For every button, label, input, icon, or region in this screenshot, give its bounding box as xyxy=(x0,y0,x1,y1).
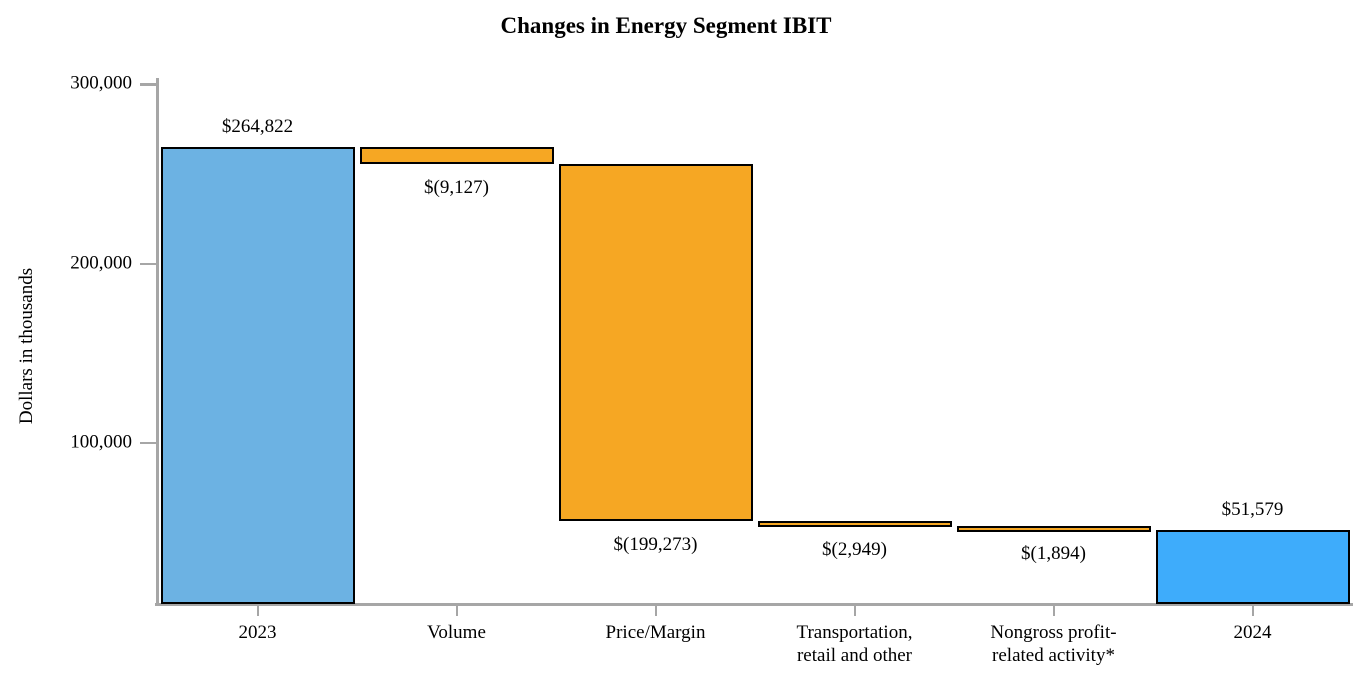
bar-transportation-retail-and-other xyxy=(757,520,952,527)
x-axis-category-label-volume: Volume xyxy=(347,621,567,644)
y-tick xyxy=(140,262,158,266)
bar-value-label-nongross-profit-related-activity: $(1,894) xyxy=(1021,542,1086,564)
x-tick-price-margin xyxy=(654,604,657,616)
bar-value-label-2024: $51,579 xyxy=(1221,498,1284,520)
x-axis-category-line: 2024 xyxy=(1233,622,1272,643)
y-tick-label: 300,000 xyxy=(70,73,132,95)
bar-price-margin xyxy=(558,163,753,521)
x-axis-category-label-nongross-profit-related-activity: Nongross profit-related activity* xyxy=(944,621,1164,667)
y-tick-label: 200,000 xyxy=(70,252,132,274)
bar-value-label-volume: $(9,127) xyxy=(424,176,489,198)
x-axis-category-line: Nongross profit- xyxy=(990,622,1117,643)
bar-2024 xyxy=(1155,529,1350,604)
x-tick-2024 xyxy=(1251,604,1254,616)
x-axis-category-label-2023: 2023 xyxy=(148,621,368,644)
bar-value-label-2023: $264,822 xyxy=(221,116,294,138)
x-tick-nongross-profit-related-activity xyxy=(1052,604,1055,616)
x-axis-line xyxy=(155,603,1353,606)
x-axis-category-line: Transportation, xyxy=(796,622,913,643)
y-tick-label: 100,000 xyxy=(70,431,132,453)
y-axis-line xyxy=(156,78,159,606)
y-tick xyxy=(140,441,158,445)
x-axis-category-label-transportation-retail-and-other: Transportation, retail and other xyxy=(745,621,965,667)
bar-value-label-price-margin: $(199,273) xyxy=(613,533,698,555)
x-axis-category-line: 2023 xyxy=(238,622,277,643)
x-axis-category-line: retail and other xyxy=(796,645,912,667)
x-axis-category-label-2024: 2024 xyxy=(1143,621,1363,644)
bar-value-label-transportation-retail-and-other: $(2,949) xyxy=(822,539,887,561)
x-axis-category-line: Volume xyxy=(427,622,486,643)
bar-2023 xyxy=(160,147,355,604)
bar-volume xyxy=(359,147,554,164)
x-tick-transportation-retail-and-other xyxy=(853,604,856,616)
y-tick xyxy=(140,83,158,86)
x-tick-volume xyxy=(455,604,458,616)
chart-title: Changes in Energy Segment IBIT xyxy=(500,13,832,38)
x-axis-category-label-price-margin: Price/Margin xyxy=(546,621,766,644)
x-axis-category-line: Price/Margin xyxy=(605,622,706,643)
x-tick-2023 xyxy=(256,604,259,616)
bar-nongross-profit-related-activity xyxy=(956,526,1151,533)
x-axis-category-line: related activity* xyxy=(992,645,1115,667)
